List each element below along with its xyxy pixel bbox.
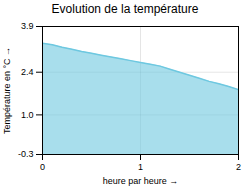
svg-text:3.9: 3.9: [21, 21, 34, 31]
svg-text:heure par heure →: heure par heure →: [103, 176, 179, 186]
html-text:Evolution de la température: Evolution de la température: [51, 2, 199, 16]
svg-text:-0.3: -0.3: [18, 149, 34, 159]
svg-text:1: 1: [138, 162, 143, 172]
svg-text:0: 0: [40, 162, 45, 172]
svg-text:2: 2: [236, 162, 241, 172]
svg-text:1.0: 1.0: [21, 110, 34, 120]
svg-text:Température en °C →: Température en °C →: [2, 47, 12, 134]
svg-text:2.4: 2.4: [21, 67, 34, 77]
